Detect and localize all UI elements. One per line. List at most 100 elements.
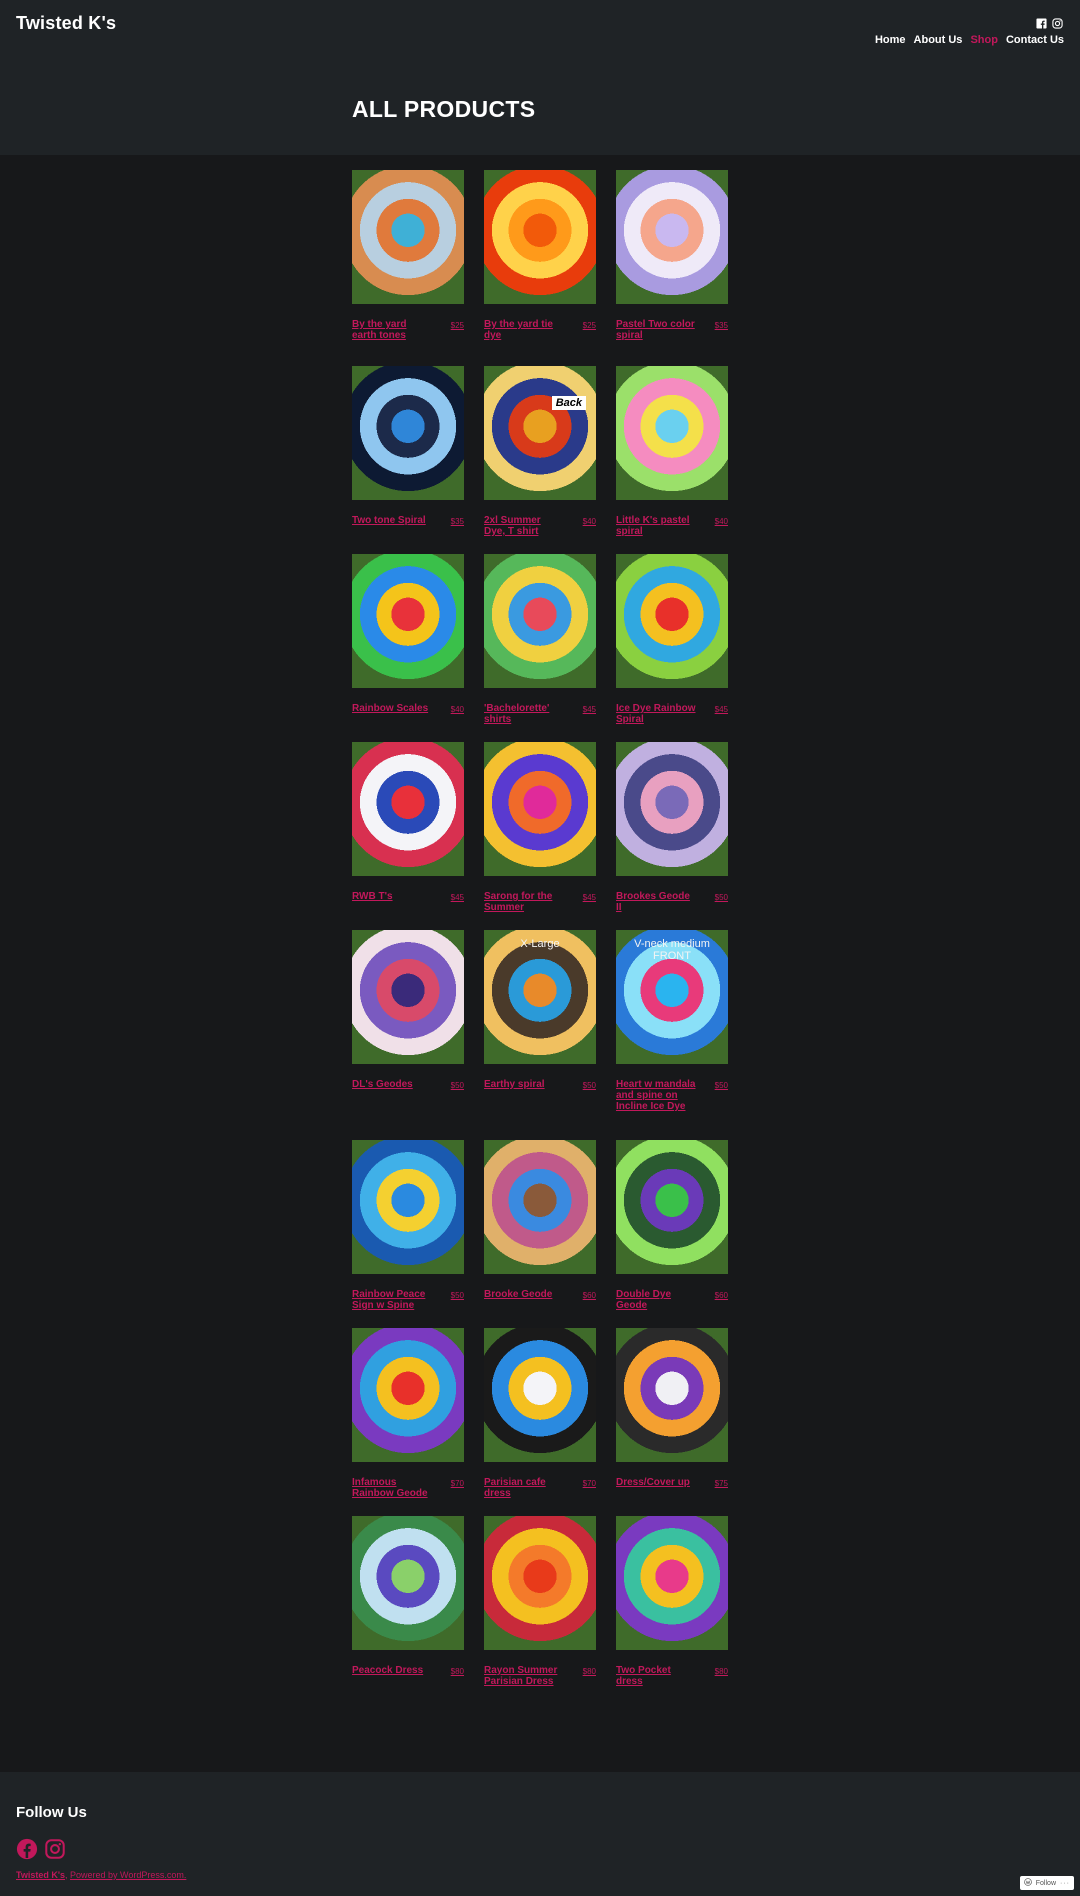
follow-button[interactable]: Follow ··· xyxy=(1019,1876,1074,1890)
product-price[interactable]: $60 xyxy=(582,1291,596,1300)
product-image[interactable] xyxy=(616,1328,728,1462)
product-price[interactable]: $50 xyxy=(714,893,728,902)
product-meta: Little K's pastel spiral $40 xyxy=(616,515,728,537)
product-price[interactable]: $70 xyxy=(450,1479,464,1488)
product-image[interactable] xyxy=(352,366,464,500)
product-image[interactable] xyxy=(352,1140,464,1274)
product-meta: Two tone Spiral $35 xyxy=(352,515,464,526)
facebook-icon[interactable] xyxy=(1036,18,1047,29)
product-price[interactable]: $50 xyxy=(450,1081,464,1090)
product-name-link[interactable]: Rainbow Scales xyxy=(352,703,429,714)
product-image[interactable] xyxy=(352,1516,464,1650)
nav-home[interactable]: Home xyxy=(874,34,906,46)
product-image[interactable] xyxy=(616,1140,728,1274)
product-name-link[interactable]: Rainbow Peace Sign w Spine xyxy=(352,1289,426,1311)
product-image[interactable] xyxy=(616,742,728,876)
product-image[interactable]: Back xyxy=(484,366,596,500)
footer-credit: Twisted K's, Powered by WordPress.com. xyxy=(16,1870,186,1880)
product-image[interactable] xyxy=(352,1328,464,1462)
product-price[interactable]: $35 xyxy=(714,321,728,330)
product-price[interactable]: $25 xyxy=(450,321,464,330)
product-image[interactable] xyxy=(484,554,596,688)
product-grid: By the yard earth tones $25 By the yard ti… xyxy=(352,170,728,1687)
product-name-link[interactable]: Earthy spiral xyxy=(484,1079,545,1090)
product-name-link[interactable]: Parisian cafe dress xyxy=(484,1477,546,1499)
product-price[interactable]: $45 xyxy=(714,705,728,714)
facebook-icon[interactable] xyxy=(16,1838,38,1860)
product-image[interactable] xyxy=(352,742,464,876)
product-price[interactable]: $40 xyxy=(450,705,464,714)
product-name-link[interactable]: Brooke Geode xyxy=(484,1289,553,1300)
product-name-link[interactable]: Brookes Geode II xyxy=(616,891,690,913)
product-price[interactable]: $50 xyxy=(450,1291,464,1300)
instagram-icon[interactable] xyxy=(1052,18,1063,29)
product-card: Brooke Geode $60 xyxy=(484,1140,596,1300)
product-price[interactable]: $40 xyxy=(714,517,728,526)
product-image[interactable] xyxy=(616,366,728,500)
product-price[interactable]: $80 xyxy=(582,1667,596,1676)
product-price[interactable]: $75 xyxy=(714,1479,728,1488)
product-name-link[interactable]: RWB T's xyxy=(352,891,393,902)
instagram-icon[interactable] xyxy=(44,1838,66,1860)
product-price[interactable]: $50 xyxy=(714,1081,728,1090)
product-price[interactable]: $40 xyxy=(582,517,596,526)
product-price[interactable]: $25 xyxy=(582,321,596,330)
powered-by-link[interactable]: Powered by WordPress.com. xyxy=(70,1870,187,1880)
product-meta: DL's Geodes $50 xyxy=(352,1079,464,1090)
product-name-link[interactable]: DL's Geodes xyxy=(352,1079,413,1090)
product-meta: Brooke Geode $60 xyxy=(484,1289,596,1300)
product-name-link[interactable]: Sarong for the Summer xyxy=(484,891,553,913)
nav-about-us[interactable]: About Us xyxy=(913,34,963,46)
product-name-link[interactable]: By the yard tie dye xyxy=(484,319,553,341)
product-image[interactable] xyxy=(616,554,728,688)
product-meta: Double Dye Geode $60 xyxy=(616,1289,728,1311)
product-price[interactable]: $80 xyxy=(714,1667,728,1676)
product-name-link[interactable]: 'Bachelorette' shirts xyxy=(484,703,550,725)
product-image[interactable] xyxy=(484,1140,596,1274)
wordpress-icon xyxy=(1023,1878,1032,1888)
product-price[interactable]: $50 xyxy=(582,1081,596,1090)
product-name-link[interactable]: Heart w mandala and spine on Incline Ice… xyxy=(616,1079,696,1112)
product-name-link[interactable]: Dress/Cover up xyxy=(616,1477,690,1488)
product-price[interactable]: $60 xyxy=(714,1291,728,1300)
product-image[interactable] xyxy=(352,930,464,1064)
nav-contact-us[interactable]: Contact Us xyxy=(1005,34,1064,46)
product-name-link[interactable]: Little K's pastel spiral xyxy=(616,515,690,537)
product-image[interactable] xyxy=(616,1516,728,1650)
product-image[interactable] xyxy=(484,1328,596,1462)
product-name-link[interactable]: Ice Dye Rainbow Spiral xyxy=(616,703,696,725)
product-name-link[interactable]: Two tone Spiral xyxy=(352,515,426,526)
product-price[interactable]: $70 xyxy=(582,1479,596,1488)
product-price[interactable]: $45 xyxy=(582,705,596,714)
product-price[interactable]: $45 xyxy=(582,893,596,902)
product-card: Two tone Spiral $35 xyxy=(352,366,464,526)
product-name-link[interactable]: Double Dye Geode xyxy=(616,1289,672,1311)
product-image[interactable] xyxy=(352,554,464,688)
product-price[interactable]: $80 xyxy=(450,1667,464,1676)
footer-site-link[interactable]: Twisted K's xyxy=(16,1870,65,1880)
product-name-link[interactable]: 2xl Summer Dye, T shirt xyxy=(484,515,541,537)
site-title[interactable]: Twisted K's xyxy=(16,13,117,33)
product-image[interactable]: V-neck medium FRONT xyxy=(616,930,728,1064)
product-price[interactable]: $35 xyxy=(450,517,464,526)
product-card: V-neck medium FRONT Heart w mandala and s… xyxy=(616,930,728,1112)
product-name-link[interactable]: Pastel Two color spiral xyxy=(616,319,695,341)
product-card: Two Pocket dress $80 xyxy=(616,1516,728,1687)
product-name-link[interactable]: Rayon Summer Parisian Dress xyxy=(484,1665,558,1687)
product-image[interactable]: X-Large xyxy=(484,930,596,1064)
product-card: By the yard earth tones $25 xyxy=(352,170,464,341)
follow-us-heading: Follow Us xyxy=(16,1804,87,1821)
product-name-link[interactable]: By the yard earth tones xyxy=(352,319,407,341)
product-image[interactable] xyxy=(352,170,464,304)
product-meta: Peacock Dress $80 xyxy=(352,1665,464,1676)
product-card: DL's Geodes $50 xyxy=(352,930,464,1090)
product-name-link[interactable]: Two Pocket dress xyxy=(616,1665,671,1687)
nav-shop[interactable]: Shop xyxy=(970,34,998,46)
product-name-link[interactable]: Peacock Dress xyxy=(352,1665,424,1676)
product-image[interactable] xyxy=(484,742,596,876)
product-image[interactable] xyxy=(484,170,596,304)
product-name-link[interactable]: Infamous Rainbow Geode xyxy=(352,1477,428,1499)
product-image[interactable] xyxy=(616,170,728,304)
product-price[interactable]: $45 xyxy=(450,893,464,902)
product-image[interactable] xyxy=(484,1516,596,1650)
